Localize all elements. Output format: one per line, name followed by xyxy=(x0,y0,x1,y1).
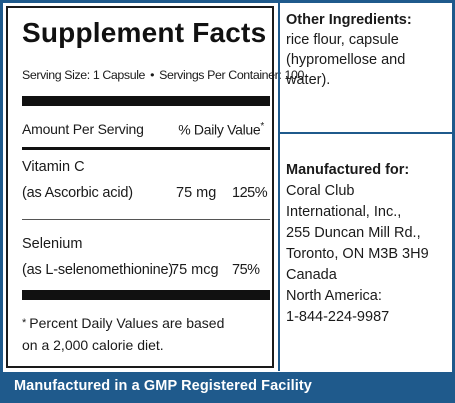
other-ingredients-line-2: (hypromellose and xyxy=(286,52,406,68)
nutrient-name: Selenium xyxy=(22,236,83,252)
nutrient-daily-value: 75% xyxy=(232,262,260,278)
other-ingredients-line-3: water). xyxy=(286,72,331,88)
footnote-line-1: Percent Daily Values are based xyxy=(29,315,225,331)
manufacturer-line: International, Inc., xyxy=(286,204,402,220)
manufacturer-line: Canada xyxy=(286,267,337,283)
amount-per-serving-header: Amount Per Serving xyxy=(22,121,144,137)
nutrient-amount: 75 mcg xyxy=(171,262,219,278)
manufacturer-line: 255 Duncan Mill Rd., xyxy=(286,225,421,241)
daily-value-star: * xyxy=(260,121,264,132)
nutrient-name: Vitamin C xyxy=(22,159,85,175)
manufacturer-section: Manufactured for: Coral Club Internation… xyxy=(286,160,451,328)
nutrient-source: (as L-selenomethionine) xyxy=(22,262,173,278)
horizontal-divider xyxy=(278,132,452,134)
manufacturer-phone: 1-844-224-9987 xyxy=(286,309,390,325)
footnote-line-2: on a 2,000 calorie diet. xyxy=(22,337,164,353)
gmp-facility-text: Manufactured in a GMP Registered Facilit… xyxy=(14,378,312,394)
other-ingredients-section: Other Ingredients: rice flour, capsule (… xyxy=(286,10,451,90)
footnote-star: * xyxy=(22,317,27,329)
facts-title: Supplement Facts xyxy=(22,17,267,48)
footnote: * Percent Daily Values are based on a 2,0… xyxy=(22,312,272,356)
nutrient-amount: 75 mg xyxy=(176,185,217,201)
other-ingredients-line-1: rice flour, capsule xyxy=(286,32,399,48)
footer-band: Manufactured in a GMP Registered Facilit… xyxy=(0,372,455,403)
manufacturer-line: North America: xyxy=(286,288,382,304)
manufacturer-heading: Manufactured for: xyxy=(286,162,410,178)
serving-size: Serving Size: 1 Capsule xyxy=(22,68,146,82)
nutrient-daily-value: 125% xyxy=(232,185,268,201)
thick-rule-top xyxy=(22,96,270,106)
servings-per-container: Servings Per Container: 100 xyxy=(159,68,304,82)
manufacturer-line: Coral Club xyxy=(286,183,355,199)
daily-value-label: % Daily Value xyxy=(178,121,261,138)
nutrient-source: (as Ascorbic acid) xyxy=(22,185,133,201)
serving-info: Serving Size: 1 Capsule • Servings Per C… xyxy=(22,68,304,82)
daily-value-header: % Daily Value* xyxy=(178,121,264,138)
vertical-divider xyxy=(278,3,280,371)
thick-rule-bottom xyxy=(22,290,270,300)
manufacturer-line: Toronto, ON M3B 3H9 xyxy=(286,246,429,262)
other-ingredients-heading: Other Ingredients: xyxy=(286,12,412,28)
bullet-separator: • xyxy=(150,68,155,82)
nutrient-divider xyxy=(22,219,270,220)
medium-rule xyxy=(22,147,270,150)
supplement-facts-panel: Supplement Facts Serving Size: 1 Capsule… xyxy=(6,6,304,368)
